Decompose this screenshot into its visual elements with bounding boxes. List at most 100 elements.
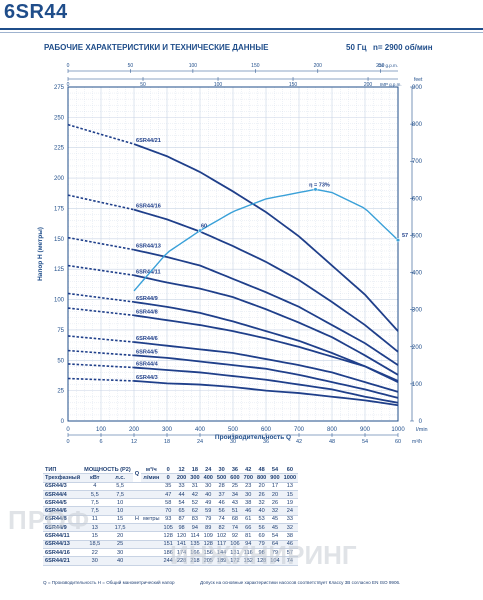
row-head-value: 32 bbox=[268, 506, 282, 516]
y2-axis-label: feet bbox=[414, 77, 423, 83]
x-top2-tick-label: 0 bbox=[67, 82, 70, 88]
header-q-lmin: 700 bbox=[241, 473, 255, 483]
header-q-lmin: 0 bbox=[161, 473, 175, 483]
row-head-value: 166 bbox=[188, 548, 202, 558]
row-h-unit bbox=[141, 506, 162, 516]
x2-tick-label: 12 bbox=[131, 439, 137, 445]
x-axis-label: Производительность Q bbox=[215, 434, 291, 441]
curve-dashed-6SR44-16 bbox=[67, 194, 135, 211]
curve-6SR44-5 bbox=[133, 354, 399, 399]
row-head-value: 30 bbox=[241, 490, 255, 500]
row-head-value: 144 bbox=[214, 548, 229, 558]
row-h-unit bbox=[141, 531, 162, 541]
y2-tick-label: 100 bbox=[412, 382, 423, 388]
row-head-value: 89 bbox=[201, 523, 215, 533]
table-row: 6SR44/9 13 17,5 105 98 94 89 82 74 66 56 45 32 bbox=[43, 523, 299, 533]
row-head-value: 244 bbox=[161, 556, 175, 566]
row-head-value: 189 bbox=[214, 556, 229, 566]
row-head-value: 26 bbox=[254, 490, 269, 500]
efficiency-label: 57 bbox=[402, 233, 408, 239]
frequency-label: 50 Гц bbox=[346, 43, 367, 52]
curve-6SR44-8 bbox=[133, 314, 399, 382]
table-row: 6SR44/4 5,5 7,5 47 44 42 40 37 34 30 26 20 15 bbox=[43, 490, 299, 500]
y-tick-label: 0 bbox=[61, 419, 65, 425]
row-head-value: 47 bbox=[161, 490, 175, 500]
x-tick-label: 600 bbox=[261, 427, 272, 433]
row-h-label bbox=[132, 556, 142, 566]
row-head-value: 70 bbox=[161, 506, 175, 516]
row-head-value: 31 bbox=[188, 482, 202, 491]
row-head-value: 156 bbox=[201, 548, 215, 558]
x2-tick-label: 42 bbox=[296, 439, 302, 445]
row-head-value: 49 bbox=[201, 498, 215, 508]
row-kw: 7,5 bbox=[82, 498, 108, 508]
header-q-lmin: 600 bbox=[228, 473, 242, 483]
row-head-value: 218 bbox=[188, 556, 202, 566]
row-model: 6SR44/11 bbox=[43, 531, 83, 541]
row-head-value: 46 bbox=[281, 540, 299, 549]
x2-unit-label: m³/h bbox=[412, 439, 422, 445]
y-tick-label: 125 bbox=[54, 267, 65, 273]
row-head-value: 79 bbox=[254, 540, 269, 549]
table-row: 6SR44/16 22 30 186 174 166 156 144 131 116 98 79 57 bbox=[43, 548, 299, 558]
row-kw: 30 bbox=[82, 556, 108, 566]
speed-label: n= 2900 об/мин bbox=[373, 43, 433, 52]
curve-label: 6SR44/13 bbox=[136, 244, 161, 250]
row-head-value: 43 bbox=[228, 498, 242, 508]
row-head-value: 20 bbox=[254, 482, 269, 491]
x-top-tick-label: 100 bbox=[189, 63, 198, 69]
header-q-m3h: 60 bbox=[281, 466, 299, 475]
curve-label: 6SR44/4 bbox=[136, 362, 159, 368]
row-head-value: 68 bbox=[228, 515, 242, 525]
row-head-value: 104 bbox=[268, 556, 282, 566]
row-head-value: 74 bbox=[214, 515, 229, 525]
row-head-value: 25 bbox=[228, 482, 242, 491]
row-head-value: 30 bbox=[201, 482, 215, 491]
row-kw: 7,5 bbox=[82, 506, 108, 516]
row-head-value: 102 bbox=[214, 531, 229, 541]
curve-6SR44-11 bbox=[133, 274, 399, 376]
title-bar: 6SR44 bbox=[0, 0, 483, 24]
row-head-value: 32 bbox=[281, 523, 299, 533]
efficiency-curve bbox=[133, 188, 399, 292]
row-head-value: 66 bbox=[241, 523, 255, 533]
row-model: 6SR44/16 bbox=[43, 548, 83, 558]
row-h-unit: метры bbox=[141, 515, 162, 525]
row-head-value: 69 bbox=[254, 531, 269, 541]
header-q-m3h: 36 bbox=[228, 466, 242, 475]
x-tick-label: 800 bbox=[327, 427, 338, 433]
curve-6SR44-4 bbox=[133, 366, 399, 404]
table-header-row: Трехфазный кВт л.с. л/мин 0 200 300 400 500 600 70… bbox=[43, 473, 299, 483]
x-top-unit: US g.p.m. bbox=[378, 63, 398, 68]
header-q-m3h: 24 bbox=[201, 466, 215, 475]
row-head-value: 114 bbox=[188, 531, 202, 541]
x-tick-label: 500 bbox=[228, 427, 239, 433]
row-head-value: 46 bbox=[214, 498, 229, 508]
pump-model-title: 6SR44 bbox=[4, 1, 68, 23]
y-tick-label: 75 bbox=[57, 328, 64, 334]
y2-tick-label: 700 bbox=[412, 159, 423, 165]
x-unit-label: l/min bbox=[416, 427, 428, 433]
row-head-value: 152 bbox=[241, 556, 255, 566]
row-head-value: 46 bbox=[241, 506, 255, 516]
header-q-m3h: 18 bbox=[188, 466, 202, 475]
header-rule-thin bbox=[0, 32, 483, 33]
row-head-value: 94 bbox=[188, 523, 202, 533]
header-q-m3h: 30 bbox=[214, 466, 229, 475]
row-head-value: 17 bbox=[268, 482, 282, 491]
x-top-tick-label: 150 bbox=[251, 63, 260, 69]
row-head-value: 40 bbox=[201, 490, 215, 500]
y2-tick-label: 300 bbox=[412, 308, 423, 314]
row-head-value: 53 bbox=[254, 515, 269, 525]
row-head-value: 128 bbox=[201, 540, 215, 549]
row-kw: 11 bbox=[82, 515, 108, 525]
row-head-value: 151 bbox=[161, 540, 175, 549]
y-axis-label: Напор H (метры) bbox=[37, 227, 44, 281]
row-h-unit bbox=[141, 523, 162, 533]
row-head-value: 40 bbox=[254, 506, 269, 516]
row-head-value: 57 bbox=[281, 548, 299, 558]
x-tick-label: 400 bbox=[195, 427, 206, 433]
table-row: 6SR44/5 7,5 10 58 54 52 49 46 43 38 32 26 19 bbox=[43, 498, 299, 508]
header-q-lmin: 200 bbox=[174, 473, 189, 483]
